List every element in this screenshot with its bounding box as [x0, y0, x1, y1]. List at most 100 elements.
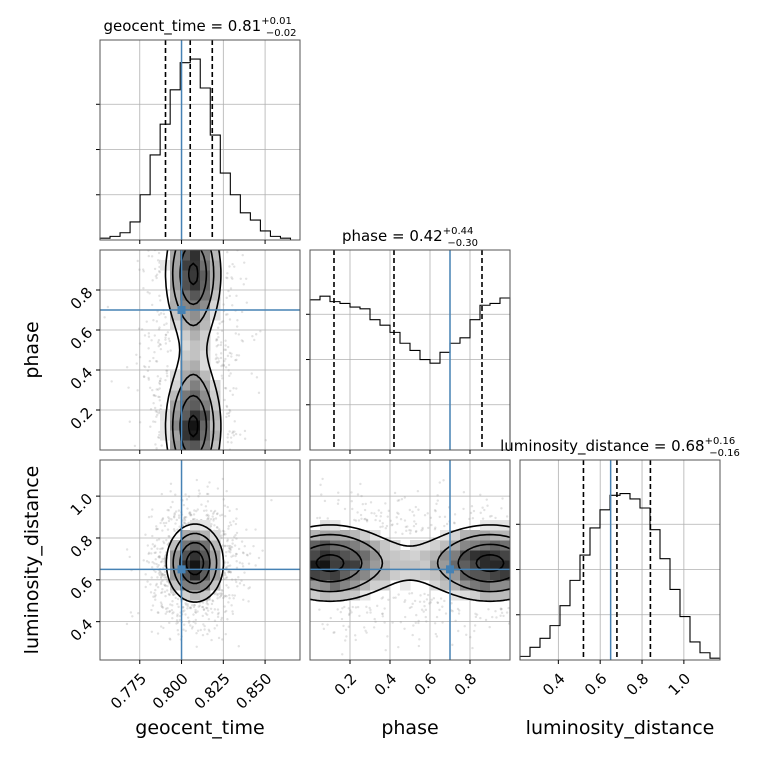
sample-point [344, 639, 347, 642]
sample-point [199, 628, 202, 632]
sample-point [240, 579, 243, 582]
sample-point [243, 571, 246, 574]
sample-point [397, 645, 400, 649]
sample-point [321, 477, 324, 481]
sample-point [242, 583, 246, 587]
sample-point [181, 606, 185, 609]
density-cell [180, 550, 191, 561]
x-tick-label-geocent_time: 0.825 [191, 670, 234, 713]
sample-point [161, 547, 165, 550]
density-cell [170, 430, 181, 441]
sample-point [197, 605, 200, 608]
sample-point [195, 478, 199, 482]
sample-point [165, 322, 168, 325]
sample-point [201, 605, 204, 609]
density-cell [450, 530, 461, 541]
sample-point [154, 420, 157, 424]
sample-point [227, 363, 231, 367]
sample-point [358, 614, 361, 618]
panel-frame [99, 249, 301, 451]
panels: geocent_time = 0.81+0.01 −0.02 phase = 0.4… [21, 16, 740, 739]
sample-point [257, 391, 261, 395]
sample-point [171, 500, 174, 504]
sample-point [150, 566, 154, 569]
sample-point [205, 514, 208, 517]
title-main: phase = 0.42 [342, 227, 443, 245]
sample-point [183, 609, 186, 612]
sample-point [151, 303, 154, 307]
sample-point [225, 489, 228, 493]
sample-point [227, 369, 230, 372]
sample-point [177, 514, 181, 517]
density-cell [490, 570, 501, 581]
sample-point [153, 351, 156, 354]
sample-point [217, 343, 220, 347]
sample-point [376, 604, 379, 608]
density-cell [320, 590, 331, 601]
x-tick-label-luminosity_distance: 0.8 [623, 670, 653, 700]
sample-point [206, 613, 209, 616]
sample-point [129, 611, 133, 614]
density-cell [430, 560, 441, 571]
sample-point [457, 612, 461, 615]
y-tick-label: 0.2 [67, 404, 97, 434]
sample-point [235, 552, 238, 556]
sample-point [145, 320, 148, 323]
sample-point [161, 517, 165, 520]
density-cell [380, 550, 391, 561]
sample-point [195, 632, 198, 635]
sample-point [349, 609, 352, 612]
sample-point [348, 612, 351, 615]
sample-point [186, 507, 189, 510]
sample-point [196, 508, 199, 511]
sample-point [207, 516, 210, 519]
density-cell [190, 350, 201, 361]
sample-point [412, 514, 416, 517]
sample-point [428, 602, 431, 605]
sample-point [236, 585, 239, 588]
sample-point [364, 502, 367, 506]
sample-point [361, 502, 365, 506]
density-cell [180, 380, 191, 391]
density-cell [470, 550, 481, 561]
joint-panel-geocent_time-phase: 0.2 0.4 0.6 0.8 [67, 249, 301, 454]
density-cell [380, 560, 391, 571]
sample-point [152, 356, 155, 360]
sample-point [155, 538, 159, 542]
sample-point [417, 619, 420, 623]
sample-point [188, 511, 191, 514]
density-cell [440, 550, 451, 561]
sample-point [238, 582, 242, 585]
sample-point [222, 530, 226, 533]
sample-point [321, 622, 324, 626]
sample-point [394, 596, 397, 599]
sample-point [232, 554, 235, 557]
sample-point [151, 604, 155, 607]
sample-point [225, 595, 228, 598]
sample-point [237, 645, 240, 648]
sample-point [224, 313, 228, 316]
sample-point [385, 524, 389, 528]
sample-point [223, 515, 227, 518]
density-cell [180, 310, 191, 321]
sample-point [213, 524, 216, 527]
sample-point [245, 528, 248, 531]
sample-point [147, 552, 150, 556]
x-tick-label-geocent_time: 0.800 [149, 670, 192, 713]
sample-point [429, 601, 433, 604]
density-cell [210, 300, 221, 311]
sample-point [160, 572, 164, 576]
sample-point [347, 607, 350, 610]
sample-point [339, 610, 343, 614]
density-cell [500, 530, 510, 541]
sample-point [154, 588, 157, 592]
sample-point [227, 414, 231, 418]
sample-point [218, 596, 221, 599]
sample-point [248, 552, 252, 555]
density-cell [180, 280, 191, 291]
density-cell [400, 560, 411, 571]
sample-point [261, 549, 264, 552]
density-cell [180, 400, 191, 411]
sample-point [158, 326, 161, 329]
sample-point [425, 620, 428, 623]
